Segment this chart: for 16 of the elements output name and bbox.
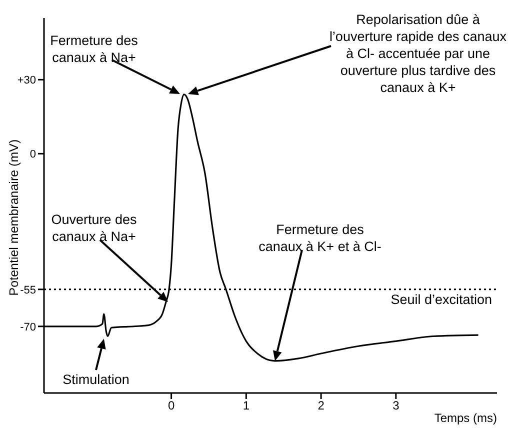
x-axis-title: Temps (ms) (434, 411, 497, 425)
annotation: Fermeture des canaux à K+ et à Cl- (258, 222, 382, 254)
y-tick-label: -55 (20, 284, 36, 296)
annotation: Repolarisation dûe à l’ouverture rapide des canaux à Cl- accentuée par une ouverture plus tardive des canaux à K+ (329, 12, 507, 95)
annotation: Ouverture des canaux à Na+ (51, 212, 138, 244)
x-tick-label: 2 (318, 398, 325, 413)
y-tick-label: 0 (30, 148, 36, 161)
y-tick-label: +30 (17, 74, 36, 87)
ref-line-label: Seuil d’excitation (390, 292, 492, 307)
x-tick-label: 0 (168, 398, 175, 413)
x-tick-label: 3 (392, 398, 400, 413)
annotation: Stimulation (62, 372, 130, 387)
annotation: Fermeture des canaux à Na+ (50, 33, 138, 65)
y-axis-title: Potentiel membranaire (mV) (7, 139, 21, 296)
y-tick-label: -70 (20, 321, 36, 334)
x-tick-label: 1 (242, 398, 250, 413)
